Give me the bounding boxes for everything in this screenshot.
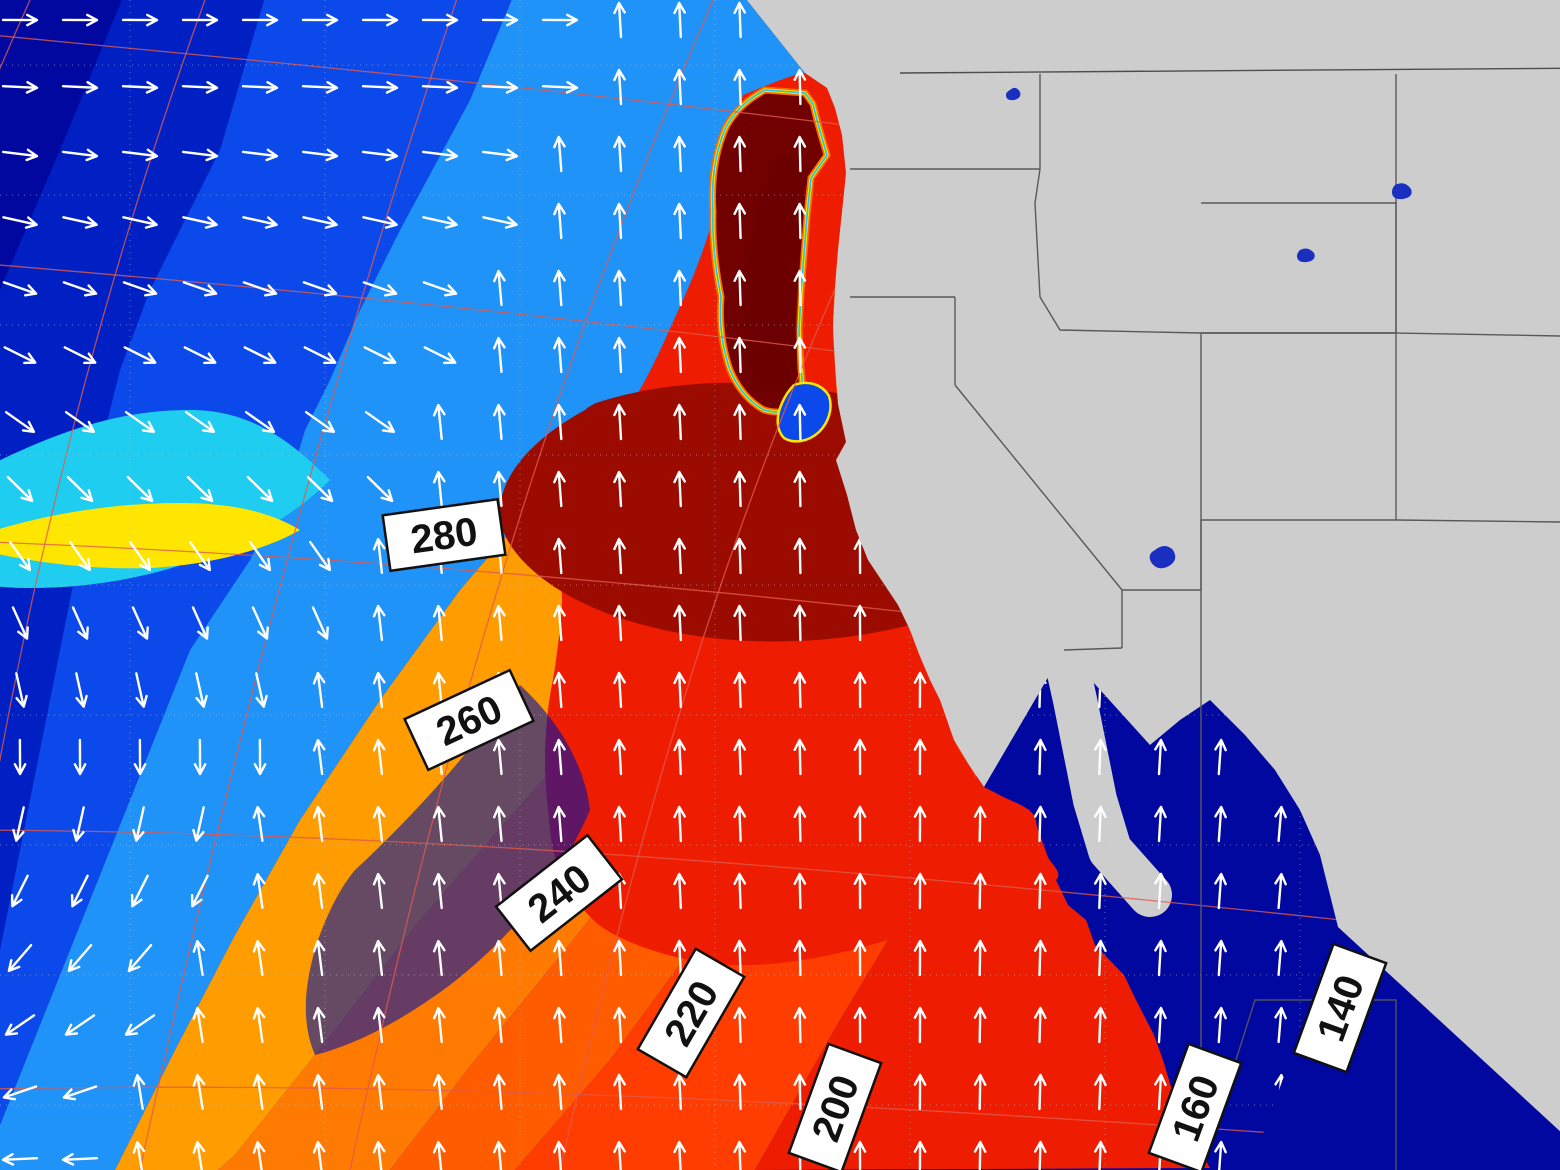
svg-text:280: 280: [408, 510, 480, 563]
